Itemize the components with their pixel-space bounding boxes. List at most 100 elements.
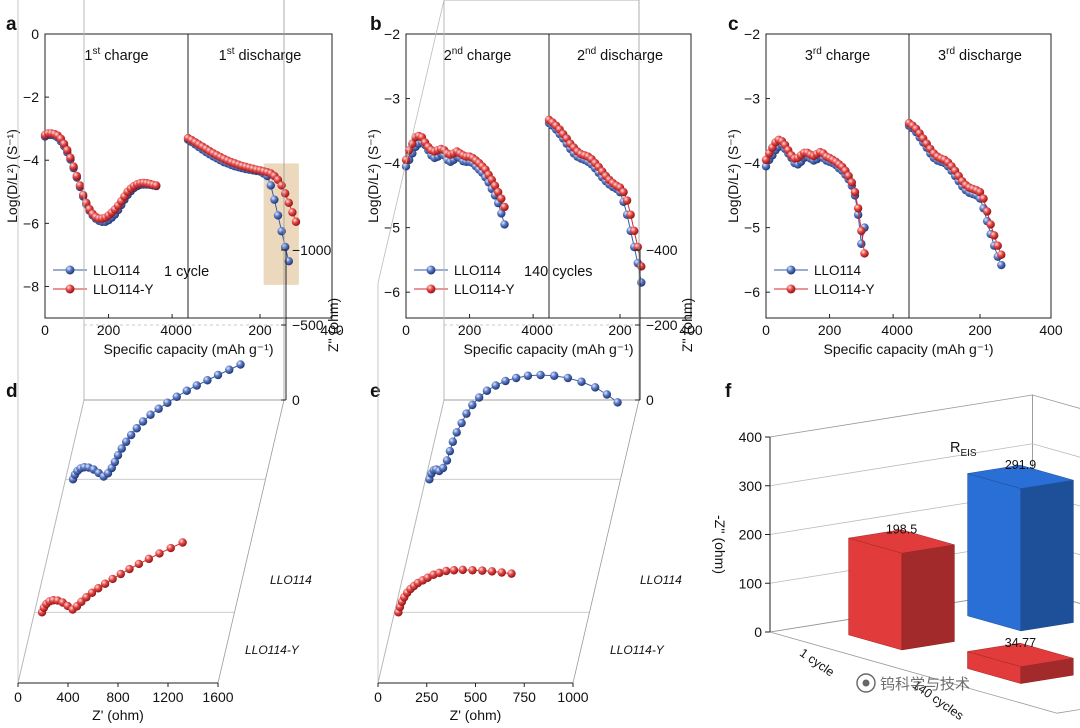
data-point [401, 155, 411, 165]
legend-label: LLO114-Y [814, 282, 875, 297]
y-tick-label: −5 [384, 220, 400, 236]
data-point [66, 153, 75, 162]
data-point [281, 242, 290, 252]
depth-label: LLO114-Y [610, 643, 665, 657]
data-point [166, 543, 175, 553]
bar-value-label: 291.9 [1005, 458, 1036, 472]
data-point [468, 566, 477, 575]
data-point [577, 377, 586, 386]
x-tick-label: 800 [106, 689, 130, 705]
data-point [277, 227, 286, 236]
data-point [478, 566, 487, 575]
data-point [438, 463, 448, 473]
panel-c-chart: −2 −3 −4 −5 −6 0 200 400 3rd charge 0 200 400 3rd di… [725, 26, 1063, 357]
data-point [523, 371, 533, 380]
data-point [853, 204, 863, 213]
back-wall [83, 0, 285, 401]
segment-title: 3rd discharge [938, 46, 1022, 64]
series-line [397, 569, 512, 613]
z-axis-label: -Z'' (ohm) [712, 515, 728, 574]
legend-label: LLO114-Y [454, 282, 515, 297]
x-tick-label: 0 [14, 689, 22, 705]
x-tick-label: 400 [56, 689, 80, 705]
y-axis-label: Log(D/L²) (S⁻¹) [725, 129, 741, 223]
data-point [536, 370, 545, 380]
data-point [563, 373, 573, 383]
x-axis-label: Z' (ohm) [450, 707, 502, 723]
data-point [850, 187, 860, 197]
data-point [125, 564, 134, 574]
panel-a-chart: 0 −2 −4 −6 −8 0 200 400 1st charge 0 200 400 1st dis… [4, 26, 344, 357]
series-line [72, 364, 241, 480]
data-point [448, 437, 458, 446]
data-point [266, 181, 275, 190]
x-tick-label: 400 [320, 322, 344, 338]
x-tick-label: 0 [905, 322, 913, 338]
x-tick-label: 1000 [557, 689, 588, 705]
data-point [273, 211, 283, 220]
data-point [59, 139, 69, 149]
depth-label: LLO114 [270, 573, 312, 587]
data-point [284, 198, 293, 208]
panel-label-d: d [6, 381, 18, 402]
data-point [458, 565, 467, 575]
z-tick-label: 400 [739, 429, 763, 445]
data-point [857, 239, 866, 248]
y-tick-label: −2 [744, 26, 760, 42]
x-axis-label: Specific capacity (mAh g⁻¹) [824, 341, 994, 357]
legend-marker [65, 265, 75, 275]
data-point [442, 456, 452, 465]
data-point [110, 457, 120, 467]
data-point [997, 260, 1006, 270]
y-tick-label: 0 [31, 26, 39, 42]
legend-label: LLO114 [454, 263, 502, 278]
data-point [113, 451, 123, 460]
data-point [138, 417, 148, 426]
data-point [497, 194, 506, 203]
data-point [997, 250, 1006, 259]
data-point [117, 444, 126, 453]
legend-label: LLO114-Y [93, 282, 154, 297]
data-point [277, 181, 286, 190]
row-label: 1 cycle [797, 646, 837, 680]
data-point [182, 386, 191, 395]
z-tick-label: −200 [646, 317, 678, 333]
data-point [990, 231, 999, 240]
y-tick-label: −3 [384, 91, 400, 107]
data-point [155, 549, 164, 558]
x-axis-label: Specific capacity (mAh g⁻¹) [104, 341, 274, 357]
data-point [975, 187, 985, 197]
x-tick-label: 500 [464, 689, 488, 705]
data-point [630, 226, 639, 236]
data-point [82, 593, 91, 602]
bar-top-face [848, 529, 955, 554]
data-point [126, 430, 136, 440]
x-tick-label: 200 [608, 322, 632, 338]
legend-marker [426, 265, 436, 275]
x-tick-label: 1600 [202, 689, 233, 705]
x-tick-label: 0 [374, 689, 382, 705]
segment-title: 2nd discharge [577, 46, 663, 64]
x-tick-label: 200 [97, 322, 121, 338]
data-point [490, 181, 500, 190]
data-point [474, 393, 484, 402]
x-tick-label: 200 [818, 322, 842, 338]
segment-title: 3rd charge [805, 46, 870, 64]
bar-value-label: 34.77 [1005, 636, 1036, 650]
data-point [613, 398, 622, 407]
legend-marker [786, 284, 796, 294]
x-tick-label: 200 [248, 322, 272, 338]
data-point [146, 410, 155, 419]
x-axis-label: Specific capacity (mAh g⁻¹) [464, 341, 634, 357]
data-point [163, 398, 172, 407]
y-axis-label: Log(D/L²) (S⁻¹) [4, 129, 20, 223]
watermark: 钨科学与技术 [856, 673, 970, 693]
data-point [452, 428, 461, 437]
data-point [203, 376, 212, 385]
data-point [462, 409, 471, 418]
data-point [178, 538, 187, 547]
x-tick-label: 250 [415, 689, 439, 705]
data-point [401, 162, 411, 171]
y-tick-label: −6 [23, 215, 39, 231]
